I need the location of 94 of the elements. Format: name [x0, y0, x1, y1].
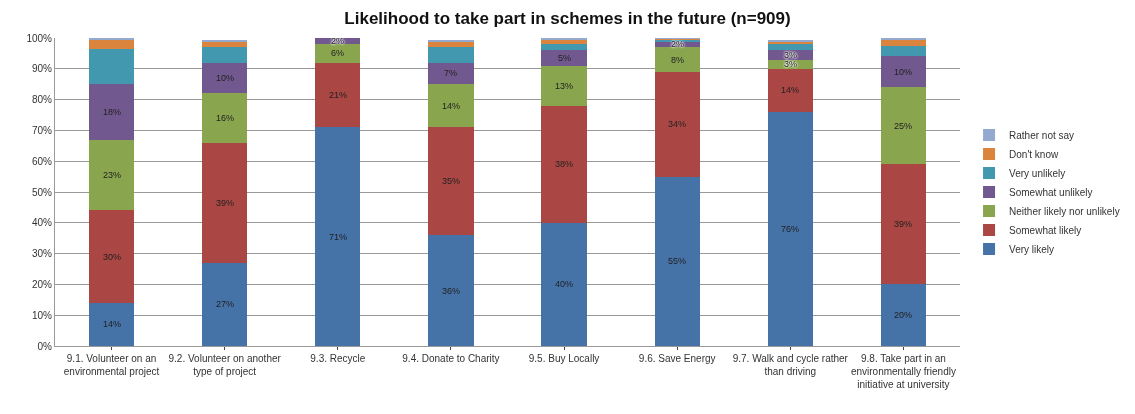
bar: [541, 65, 587, 106]
data-label: 20%: [894, 310, 913, 320]
bar: [428, 62, 474, 85]
bar: [880, 164, 927, 285]
data-label: 18%: [103, 107, 122, 117]
x-tick-label: 9.3. Recycle: [310, 353, 366, 364]
y-tick-label: 60%: [31, 155, 53, 167]
legend-label: Somewhat unlikely: [1009, 186, 1093, 198]
x-tick-label: 9.5. Buy Locally: [528, 353, 600, 364]
data-label: 27%: [216, 299, 235, 309]
x-tick-label: 9.7. Walk and cycle rather than driving: [732, 353, 849, 377]
data-label: 13%: [555, 81, 574, 91]
legend-label: Rather not say: [1009, 129, 1075, 141]
x-tick-label: 9.1. Volunteer on an environmental project: [63, 353, 160, 377]
bar: [202, 93, 248, 143]
legend-label: Very unlikely: [1009, 167, 1066, 179]
legend-label: Neither likely nor unlikely: [1009, 205, 1120, 217]
y-tick-label: 30%: [31, 248, 53, 260]
data-label: 8%: [671, 55, 685, 65]
bar: [88, 139, 135, 211]
data-label: 71%: [329, 232, 348, 242]
chart-title: Likelihood to take part in schemes in the future (n=909): [344, 9, 791, 29]
legend-label: Somewhat likely: [1009, 224, 1082, 236]
y-tick-label: 10%: [31, 309, 53, 321]
data-label: 6%: [331, 48, 345, 58]
data-label: 39%: [216, 198, 235, 208]
bar: [202, 142, 248, 263]
data-label: 5%: [558, 53, 572, 63]
x-tick-label: 9.4. Donate to Charity: [402, 353, 500, 364]
data-label: 76%: [781, 224, 800, 234]
data-label: 39%: [894, 219, 913, 229]
data-label: 30%: [103, 252, 122, 262]
data-label: 16%: [216, 113, 235, 123]
data-label: 55%: [668, 256, 687, 266]
bar: [428, 47, 474, 63]
data-label: 10%: [894, 67, 913, 77]
bar: [88, 210, 135, 303]
data-label: 3%: [784, 59, 798, 69]
data-label: 2%: [671, 39, 685, 49]
y-tick-label: 100%: [26, 32, 53, 44]
y-tick-label: 0%: [37, 340, 53, 352]
x-tick-label: 9.6. Save Energy: [638, 353, 716, 364]
bar: [428, 84, 474, 128]
data-label: 14%: [103, 319, 122, 329]
data-label: 25%: [894, 121, 913, 131]
bar: [428, 127, 474, 236]
legend-label: Very likely: [1009, 243, 1055, 255]
data-label: 35%: [442, 176, 461, 186]
y-tick-label: 40%: [31, 217, 53, 229]
data-label: 38%: [555, 159, 574, 169]
bar: [654, 71, 700, 177]
bar: [315, 127, 361, 346]
bar: [202, 47, 248, 63]
bar: [767, 111, 813, 346]
y-tick-label: 70%: [31, 124, 53, 136]
data-label: 14%: [781, 85, 800, 95]
bar: [541, 44, 587, 51]
y-tick-label: 80%: [31, 94, 53, 106]
bar: [541, 105, 587, 223]
data-label: 40%: [555, 279, 574, 289]
bar: [880, 87, 927, 165]
data-label: 36%: [442, 286, 461, 296]
legend-label: Don't know: [1009, 148, 1059, 160]
data-label: 7%: [444, 68, 458, 78]
bar: [202, 262, 248, 346]
data-label: 34%: [668, 119, 687, 129]
bar: [880, 56, 927, 88]
bar: [541, 50, 587, 66]
bar: [88, 39, 135, 49]
y-tick-label: 20%: [31, 278, 53, 290]
bar: [202, 62, 248, 94]
x-tick-label: 9.8. Take part in an environmentally friendly initiative at university: [850, 353, 956, 390]
data-label: 21%: [329, 90, 348, 100]
bar: [880, 39, 927, 46]
y-tick-label: 50%: [31, 186, 53, 198]
x-tick-label: 9.2. Volunteer on another type of project: [168, 353, 282, 377]
bar: [654, 47, 700, 72]
bar: [654, 176, 700, 346]
data-label: 14%: [442, 101, 461, 111]
bar: [880, 284, 927, 346]
bar: [880, 45, 927, 57]
bar: [88, 84, 135, 140]
bar: [767, 44, 813, 51]
bar: [767, 68, 813, 112]
bar: [541, 222, 587, 346]
bar: [88, 302, 135, 346]
data-label: 2%: [331, 36, 345, 46]
data-label: 10%: [216, 73, 235, 83]
bar: [428, 235, 474, 346]
bar: [88, 48, 135, 85]
data-label: 23%: [103, 170, 122, 180]
bar: [315, 62, 361, 128]
y-tick-label: 90%: [31, 63, 53, 75]
data-label: 3%: [784, 50, 798, 60]
